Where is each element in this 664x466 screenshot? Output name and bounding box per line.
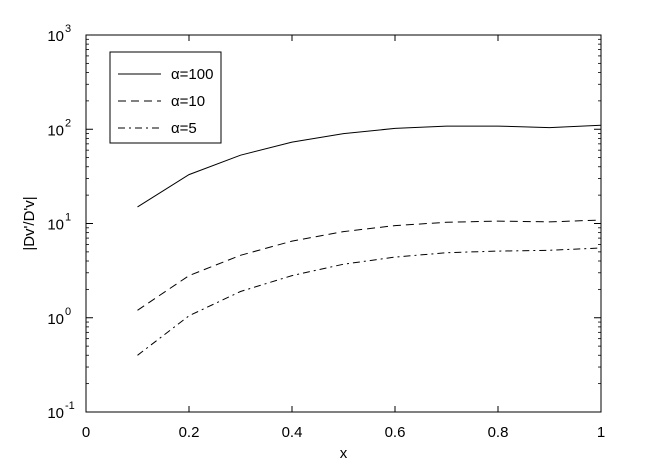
x-tick-label: 0.6 xyxy=(385,424,406,441)
y-tick-label-exponent: 3 xyxy=(65,23,71,35)
legend-label: α=100 xyxy=(171,66,213,83)
y-tick-label-exponent: -1 xyxy=(65,400,75,412)
y-tick-label: 10 xyxy=(47,217,64,234)
legend-label: α=5 xyxy=(171,120,197,137)
x-tick-label: 0.8 xyxy=(488,424,509,441)
x-axis-label: x xyxy=(340,445,348,462)
series-line-1 xyxy=(137,124,602,208)
series-lines xyxy=(137,124,602,356)
legend-label: α=10 xyxy=(171,93,205,110)
y-tick-label: 10 xyxy=(47,122,64,139)
x-tick-label: 0 xyxy=(82,424,90,441)
legend-box xyxy=(109,51,222,144)
x-tick-label: 0.2 xyxy=(179,424,200,441)
x-tick-label: 1 xyxy=(597,424,605,441)
y-tick-label-exponent: 2 xyxy=(65,117,71,129)
y-tick-label: 10 xyxy=(47,405,64,422)
y-tick-label-exponent: 0 xyxy=(65,306,71,318)
y-tick-label-exponent: 1 xyxy=(65,212,71,224)
y-tick-label: 10 xyxy=(47,311,64,328)
y-tick-label: 10 xyxy=(47,28,64,45)
legend: α=100 α=10 α=5 xyxy=(109,51,222,144)
y-axis-label: |Dv'/D'v| xyxy=(21,196,38,250)
axis-ticks xyxy=(85,34,602,413)
legend-entries: α=100 α=10 α=5 xyxy=(118,66,213,137)
series-line-3 xyxy=(137,247,602,356)
series-line-2 xyxy=(137,219,602,311)
x-tick-label: 0.4 xyxy=(282,424,303,441)
